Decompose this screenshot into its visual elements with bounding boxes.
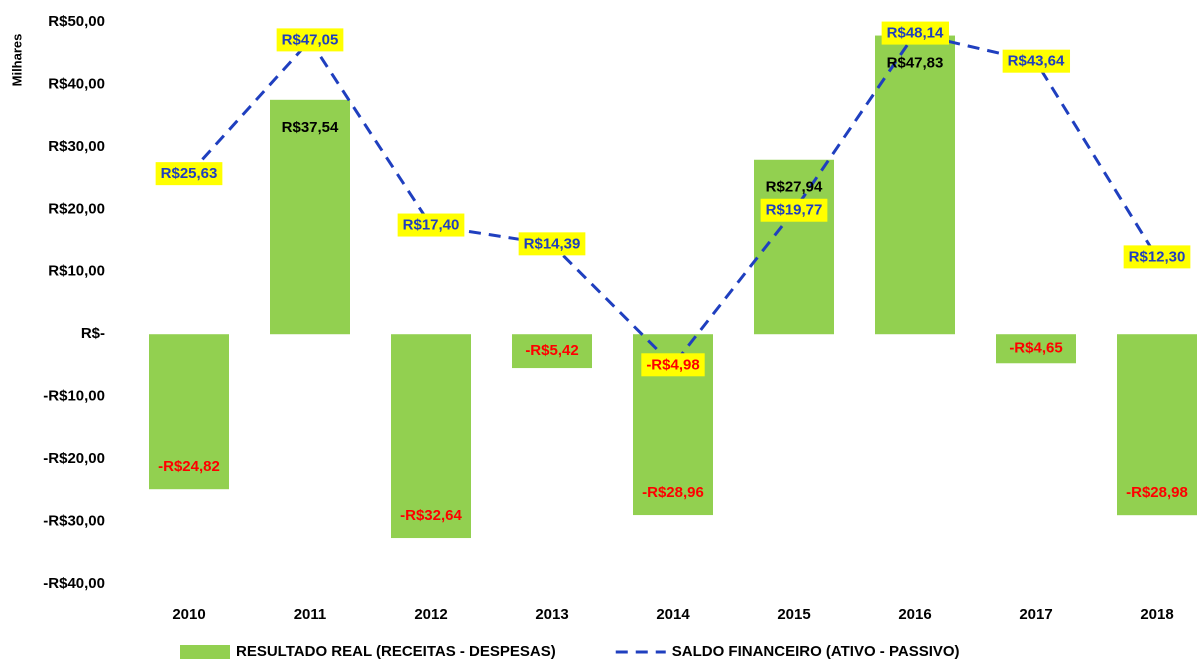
label-background <box>641 353 705 377</box>
bar-value-label: -R$24,82 <box>158 458 220 475</box>
bar <box>875 35 955 335</box>
y-axis-label: Milhares <box>9 34 24 87</box>
line-value-label: R$17,40 <box>403 217 460 234</box>
legend-label: RESULTADO REAL (RECEITAS - DESPESAS) <box>236 643 556 660</box>
bar-value-label: -R$28,98 <box>1126 484 1188 501</box>
line-value-label: R$43,64 <box>1008 53 1065 70</box>
line-value-label: R$12,30 <box>1129 248 1186 265</box>
x-tick-label: 2015 <box>777 606 810 623</box>
label-background <box>518 232 586 256</box>
line-value-label: R$14,39 <box>524 235 581 252</box>
bar-value-label: R$47,83 <box>887 55 944 72</box>
bar-value-label: -R$28,96 <box>642 484 704 501</box>
bar <box>1117 334 1197 516</box>
x-tick-label: 2014 <box>656 606 690 623</box>
y-tick-label: -R$10,00 <box>43 388 105 405</box>
bar-value-label: -R$5,42 <box>525 342 578 359</box>
y-tick-label: -R$20,00 <box>43 450 105 467</box>
y-tick-label: R$30,00 <box>48 138 105 155</box>
line-value-label: R$19,77 <box>766 202 823 219</box>
x-tick-label: 2016 <box>898 606 931 623</box>
line-value-label: R$25,63 <box>161 165 218 182</box>
bar-value-label: R$27,94 <box>766 179 823 196</box>
legend-label: SALDO FINANCEIRO (ATIVO - PASSIVO) <box>672 643 960 660</box>
bar-value-label: -R$4,65 <box>1009 340 1062 357</box>
y-tick-label: R$10,00 <box>48 263 105 280</box>
line-value-label: -R$4,98 <box>646 356 699 373</box>
x-tick-label: 2010 <box>172 606 205 623</box>
label-background <box>397 213 465 237</box>
x-tick-label: 2013 <box>535 606 568 623</box>
label-background <box>276 28 344 52</box>
y-tick-label: -R$30,00 <box>43 513 105 530</box>
y-tick-label: R$40,00 <box>48 75 105 92</box>
label-background <box>1123 245 1191 269</box>
label-background <box>760 198 828 222</box>
bar <box>149 334 229 490</box>
x-tick-label: 2018 <box>1140 606 1173 623</box>
bar <box>270 99 350 335</box>
label-background <box>1002 49 1071 73</box>
y-tick-label: R$50,00 <box>48 13 105 30</box>
legend-swatch <box>180 645 230 659</box>
x-tick-label: 2012 <box>414 606 447 623</box>
label-background <box>881 21 950 45</box>
line-value-label: R$47,05 <box>282 31 339 48</box>
bar <box>996 334 1076 364</box>
line-value-label: R$48,14 <box>887 25 944 42</box>
bar-value-label: R$37,54 <box>282 119 339 136</box>
y-tick-label: R$- <box>81 325 105 342</box>
x-tick-label: 2017 <box>1019 606 1052 623</box>
label-background <box>155 162 223 186</box>
y-tick-label: -R$40,00 <box>43 575 105 592</box>
bar <box>391 334 471 539</box>
y-tick-label: R$20,00 <box>48 200 105 217</box>
bar-value-label: -R$32,64 <box>400 507 462 524</box>
bar <box>512 334 592 369</box>
x-tick-label: 2011 <box>294 606 327 623</box>
line <box>187 31 1159 368</box>
